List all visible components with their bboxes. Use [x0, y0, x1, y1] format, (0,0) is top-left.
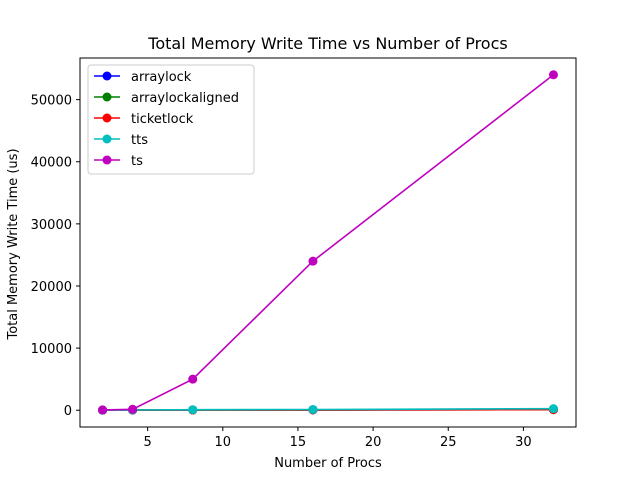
y-tick-label: 20000 — [31, 280, 72, 295]
x-tick-label: 30 — [515, 435, 532, 450]
y-tick-label: 40000 — [31, 156, 72, 171]
data-point-ts — [188, 374, 198, 384]
legend-marker-arraylockaligned — [102, 92, 112, 102]
y-tick-label: 0 — [64, 404, 72, 419]
y-axis-label: Total Memory Write Time (us) — [6, 148, 21, 340]
data-point-ts — [98, 405, 108, 415]
legend-label-tts: tts — [131, 133, 148, 148]
legend-marker-arraylock — [102, 71, 112, 81]
x-tick-label: 5 — [143, 435, 151, 450]
x-tick-label: 25 — [440, 435, 457, 450]
legend-label-ticketlock: ticketlock — [131, 112, 194, 127]
y-tick-label: 10000 — [31, 342, 72, 357]
x-tick-label: 15 — [290, 435, 307, 450]
legend-label-arraylockaligned: arraylockaligned — [131, 91, 239, 106]
data-point-ts — [548, 70, 558, 80]
legend-label-ts: ts — [131, 154, 143, 169]
plot-area: 5 10 15 20 25 30 0 10000 20000 30000 40000 50000 — [31, 57, 577, 450]
y-tick-label: 30000 — [31, 218, 72, 233]
legend-marker-ts — [102, 155, 112, 165]
legend-marker-ticketlock — [102, 113, 112, 123]
y-tick-label: 50000 — [31, 94, 72, 109]
data-point-tts — [308, 404, 318, 414]
legend-box — [87, 64, 255, 175]
data-point-tts — [188, 405, 198, 415]
x-axis-label: Number of Procs — [274, 456, 382, 471]
data-point-ts — [128, 404, 138, 414]
x-tick-label: 20 — [365, 435, 382, 450]
x-tick-label: 10 — [215, 435, 232, 450]
legend-label-arraylock: arraylock — [131, 70, 192, 85]
data-point-ts — [308, 256, 318, 266]
chart-title: Total Memory Write Time vs Number of Pro… — [147, 34, 507, 53]
legend-marker-tts — [102, 134, 112, 144]
data-point-tts — [548, 404, 558, 414]
legend: arraylock arraylockaligned ticketlock tts ts — [87, 64, 255, 175]
axes-frame — [79, 57, 577, 428]
